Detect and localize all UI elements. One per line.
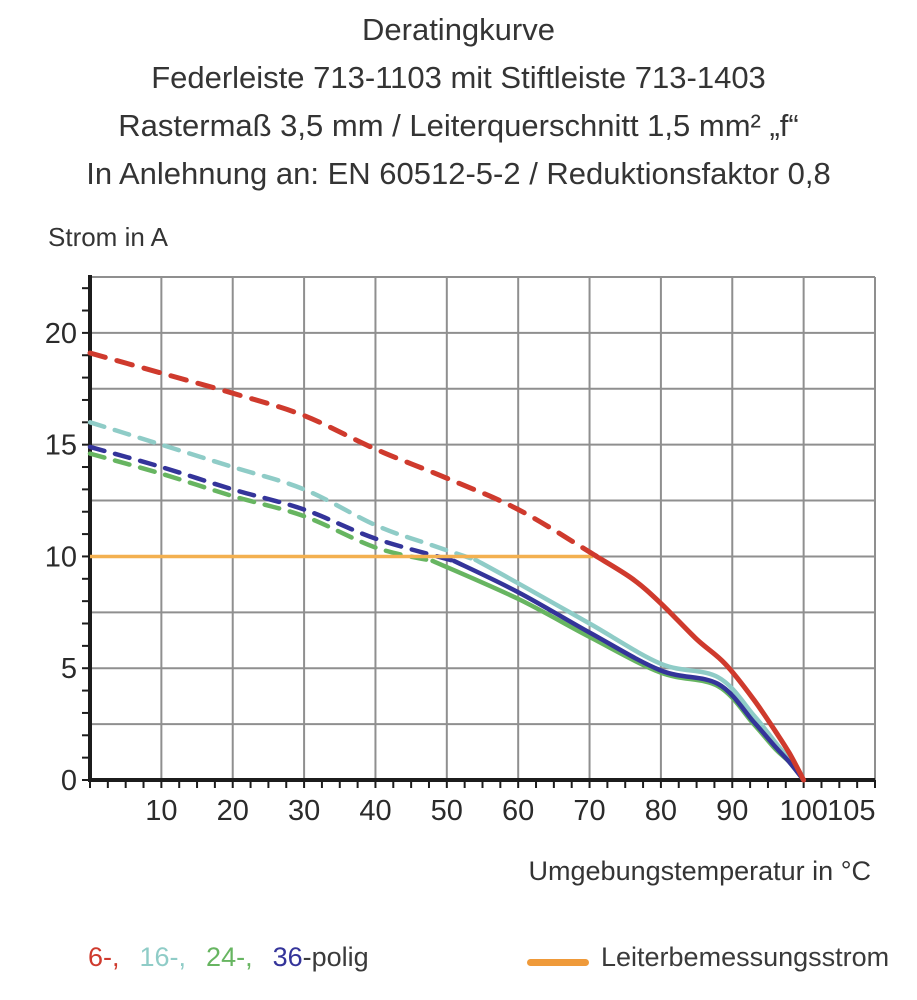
y-axis-title: Strom in A <box>48 222 168 252</box>
rated-current-legend-swatch <box>527 959 589 966</box>
title-line-3: Rastermaß 3,5 mm / Leiterquerschnitt 1,5… <box>118 108 799 143</box>
rated-current-legend-label: Leiterbemessungsstrom <box>601 942 890 972</box>
title-line-2: Federleiste 713-1103 mit Stiftleiste 713… <box>151 60 766 95</box>
x-tick-label: 80 <box>645 795 677 827</box>
x-tick-label: 30 <box>288 795 320 827</box>
chart-title-block: Deratingkurve Federleiste 713-1103 mit S… <box>0 6 917 198</box>
x-tick-label: 10 <box>145 795 177 827</box>
curve-6-polig-dashed <box>87 350 600 559</box>
title-line-4: In Anlehnung an: EN 60512-5-2 / Reduktio… <box>86 156 831 191</box>
x-tick-label: 105 <box>827 795 875 827</box>
y-tick-label: 5 <box>61 653 77 685</box>
curve-24-polig-solid <box>430 558 806 783</box>
y-tick-label: 0 <box>61 765 77 797</box>
x-tick-label: 50 <box>431 795 463 827</box>
curve-36-polig-solid <box>451 558 806 783</box>
legend-item-36-number: 36 <box>272 942 303 972</box>
y-tick-label: 10 <box>45 541 77 573</box>
legend-item-6-polig: 6-, <box>88 942 120 972</box>
curve-6-polig-solid <box>594 553 807 783</box>
x-tick-label: 60 <box>502 795 534 827</box>
x-axis-title: Umgebungstemperatur in °C <box>528 856 871 886</box>
x-tick-label: 90 <box>716 795 748 827</box>
legend-item-24-polig: 24-, <box>206 942 253 972</box>
x-tick-label: 20 <box>217 795 249 827</box>
legend-poles: 6-, 16-, 24-, 36 -polig <box>88 942 369 973</box>
y-tick-label: 20 <box>45 318 77 350</box>
x-tick-label: 100 <box>779 795 827 827</box>
legend-item-16-polig: 16-, <box>139 942 187 972</box>
x-tick-label: 40 <box>359 795 391 827</box>
legend-polig-suffix: -polig <box>302 942 369 972</box>
legend-item-36-polig: 36 -polig <box>273 942 369 973</box>
x-tick-label: 70 <box>573 795 605 827</box>
title-line-1: Deratingkurve <box>362 12 555 47</box>
curve-24-polig-dashed <box>87 451 435 564</box>
curve-16-polig-solid <box>473 557 806 783</box>
y-tick-label: 15 <box>45 430 77 462</box>
curve-16-polig-dashed <box>87 420 478 563</box>
curve-36-polig-dashed <box>87 444 457 564</box>
